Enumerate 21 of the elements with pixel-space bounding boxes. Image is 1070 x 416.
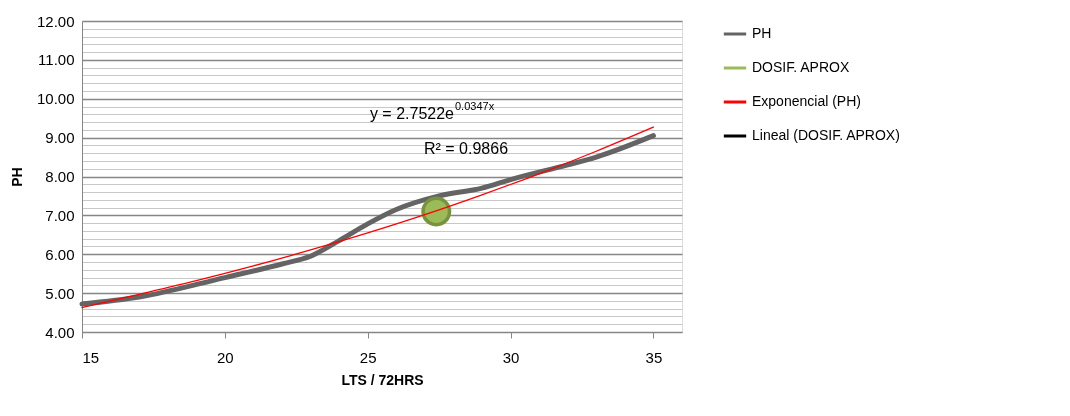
y-tick-label: 10.00: [36, 90, 75, 108]
y-tick-label: 8.00: [45, 168, 75, 185]
legend-label: PH: [752, 25, 772, 41]
legend-label: Exponencial (PH): [752, 93, 861, 109]
x-tick-label: 30: [502, 348, 520, 366]
annotation: R² = 0.9866: [423, 139, 509, 157]
y-tick-label: 12.00: [36, 12, 75, 30]
x-tick-label: 15: [82, 348, 100, 366]
y-tick-label: 11.00: [38, 51, 75, 69]
y-tick-label: 7.00: [45, 206, 75, 224]
x-tick-label: 20: [217, 348, 234, 366]
y-tick-label: 9.00: [45, 129, 75, 147]
y-tick-label: 4.00: [45, 323, 75, 341]
x-tick-label: 25: [359, 348, 377, 366]
y-tick-label: 6.00: [45, 245, 75, 263]
legend-label: Lineal (DOSIF. APROX): [752, 127, 900, 143]
legend-label: DOSIF. APROX: [752, 59, 850, 75]
y-axis-title: PH: [8, 167, 25, 187]
x-tick-label: 35: [645, 348, 663, 366]
y-tick-label: 5.00: [45, 284, 75, 302]
x-axis-title: LTS / 72HRS: [341, 371, 424, 388]
